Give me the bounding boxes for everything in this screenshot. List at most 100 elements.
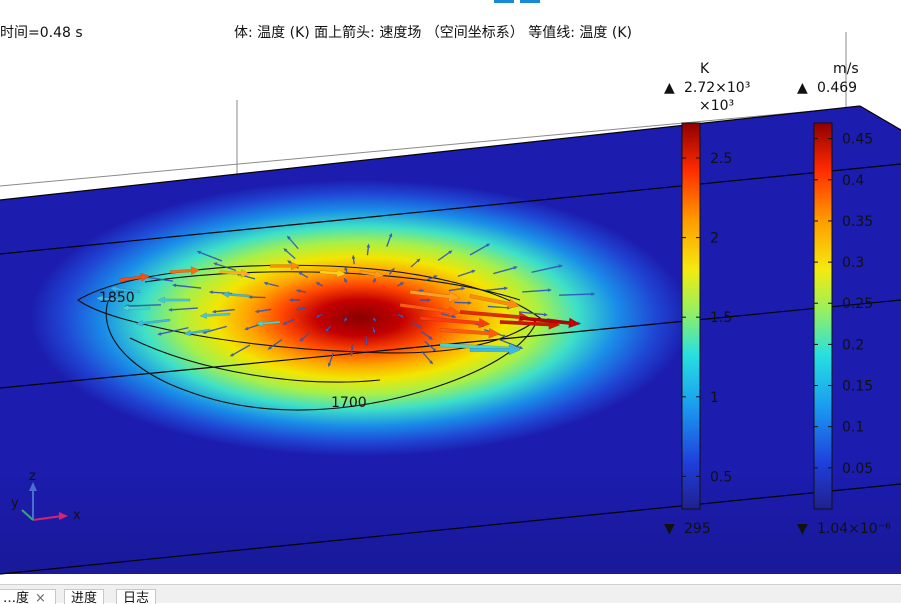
velocity-arrow <box>372 316 377 323</box>
velocity-arrow <box>157 296 191 304</box>
velocity-arrow <box>299 332 310 342</box>
velocity-arrow <box>295 307 307 311</box>
velocity-arrow <box>229 344 251 357</box>
velocity-arrow <box>519 316 581 329</box>
velocity-arrow <box>327 352 335 368</box>
velocity-arrow <box>109 285 141 294</box>
velocity-arrow <box>344 266 349 274</box>
velocity-arrow <box>437 250 453 262</box>
colorbar-temperature-unit: K <box>700 61 710 77</box>
velocity-arrow <box>396 282 405 287</box>
axis-triad: z y x <box>11 469 81 523</box>
toolbar-accent-left <box>494 0 514 3</box>
velocity-arrow <box>399 303 461 317</box>
velocity-arrow <box>169 266 201 276</box>
colorbar-temperature-tick-label: 0.5 <box>710 469 732 485</box>
colorbar-velocity-max: 0.469 <box>817 80 857 96</box>
velocity-arrow <box>396 313 405 318</box>
velocity-arrow <box>212 262 237 272</box>
velocity-arrow <box>420 330 434 340</box>
velocity-arrow <box>492 265 519 275</box>
colorbar-temperature-min-arrow: ▼ <box>664 521 675 537</box>
velocity-arrow <box>424 340 437 353</box>
grid-lines <box>0 32 847 187</box>
velocity-arrow <box>364 335 369 346</box>
velocity-arrow <box>286 235 299 250</box>
velocity-arrow <box>459 310 531 323</box>
velocity-arrow <box>419 316 491 329</box>
colorbar-velocity-tick-label: 0.45 <box>842 132 873 148</box>
colorbar-temperature-min: 295 <box>684 521 711 537</box>
velocity-arrow <box>469 294 521 310</box>
tab-graphics[interactable]: …度 × <box>0 589 56 604</box>
velocity-arrow <box>119 272 151 282</box>
velocity-arrow <box>267 338 283 350</box>
velocity-arrow <box>297 271 309 279</box>
velocity-arrow <box>183 328 211 337</box>
velocity-arrow <box>295 289 307 293</box>
colorbar-velocity-tick-label: 0.2 <box>842 337 864 353</box>
velocity-arrow <box>425 275 439 282</box>
colorbar-temperature-tick-label: 2.5 <box>710 151 732 167</box>
colorbar-velocity-tick-label: 0.4 <box>842 173 864 189</box>
tab-graphics-label: …度 <box>3 591 30 604</box>
velocity-arrow <box>325 324 332 333</box>
velocity-arrow <box>366 243 371 256</box>
velocity-arrow <box>315 282 324 287</box>
velocity-arrow <box>419 298 432 302</box>
tab-progress[interactable]: 进度 <box>64 589 105 604</box>
velocity-arrow <box>283 247 296 260</box>
velocity-arrow <box>221 291 251 298</box>
tab-log[interactable]: 日志 <box>116 589 157 604</box>
velocity-arrow <box>167 307 198 312</box>
velocity-arrow <box>497 338 524 350</box>
tab-log-label: 日志 <box>123 591 150 604</box>
velocity-arrow <box>522 288 553 293</box>
velocity-arrow <box>196 250 223 262</box>
colorbar-temperature-multiplier: ×10³ <box>699 98 734 114</box>
velocity-arrow <box>288 298 301 302</box>
bottom-tab-bar: …度 × 进度 日志 <box>0 584 901 604</box>
velocity-arrow <box>558 292 596 297</box>
time-label: 时间=0.48 s <box>0 25 83 41</box>
colorbar-temperature-max-arrow: ▲ <box>664 80 675 96</box>
close-icon[interactable]: × <box>35 591 46 604</box>
velocity-arrow <box>385 232 393 248</box>
velocity-arrow <box>315 313 324 318</box>
domain-body <box>0 106 901 574</box>
colorbar-velocity-tick-label: 0.3 <box>842 255 864 271</box>
velocity-arrow <box>351 254 356 265</box>
velocity-arrow <box>485 286 509 292</box>
velocity-arrow <box>469 344 521 356</box>
velocity-arrow <box>199 312 231 319</box>
axis-x-label: x <box>73 508 81 523</box>
velocity-arrow <box>343 277 348 284</box>
velocity-arrow <box>409 290 461 303</box>
velocity-arrow <box>343 316 348 323</box>
tab-progress-label: 进度 <box>71 591 98 604</box>
colorbar-velocity-min: 1.04×10⁻⁶ <box>817 521 891 537</box>
velocity-arrow <box>349 344 354 357</box>
axis-z-label: z <box>29 469 36 484</box>
axis-y-label: y <box>11 496 19 511</box>
colorbar-velocity-tick-label: 0.1 <box>842 420 864 436</box>
velocity-arrow <box>531 264 564 274</box>
velocity-arrow <box>211 308 235 314</box>
domain-top-edge <box>857 106 901 134</box>
velocity-arrow <box>359 270 385 279</box>
velocity-arrow <box>319 268 347 278</box>
plot-description: 体: 温度 (K) 面上箭头: 速度场 （空间坐标系） 等值线: 温度 (K) <box>234 25 632 41</box>
colorbar-velocity-tick-label: 0.15 <box>842 379 873 395</box>
colorbar-velocity-min-arrow: ▼ <box>797 521 808 537</box>
velocity-arrows <box>95 232 596 368</box>
velocity-arrow <box>518 311 549 317</box>
velocity-arrow <box>372 277 377 284</box>
velocity-arrow <box>281 318 295 325</box>
colorbar-velocity: m/s ▲ 0.469 0.05 0.1 0.15 0.2 0.25 0.3 0.35 0.4… <box>797 61 891 537</box>
velocity-arrow <box>247 295 266 300</box>
velocity-arrow <box>95 295 121 302</box>
velocity-arrow <box>171 283 202 289</box>
velocity-arrow <box>469 243 491 256</box>
velocity-arrow <box>448 286 466 292</box>
